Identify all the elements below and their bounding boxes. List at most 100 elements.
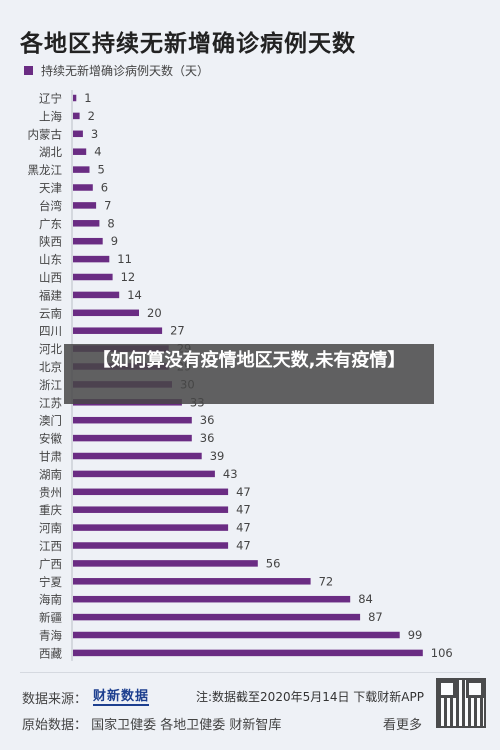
overlay-banner: 【如何算没有疫情地区天数,未有疫情】	[64, 344, 434, 404]
bar	[73, 416, 192, 424]
category-label: 澳门	[39, 414, 62, 428]
origin-value: 国家卫健委 各地卫健委 财新智库	[91, 718, 282, 733]
bar	[73, 130, 83, 138]
bar	[73, 112, 80, 120]
bar	[73, 560, 258, 567]
value-label: 47	[236, 485, 251, 499]
bar	[73, 578, 311, 585]
value-label: 99	[408, 628, 423, 642]
bar	[73, 220, 100, 227]
category-label: 台湾	[39, 199, 62, 213]
value-label: 9	[111, 234, 118, 248]
category-label: 山东	[39, 253, 62, 267]
value-label: 11	[117, 252, 132, 266]
category-label: 福建	[39, 288, 62, 302]
category-label: 四川	[39, 324, 62, 338]
category-label: 西藏	[39, 646, 62, 660]
value-label: 1	[84, 91, 91, 105]
bar	[73, 166, 90, 173]
category-label: 陕西	[39, 235, 62, 249]
legend: 持续无新增确诊病例天数（天）	[24, 62, 209, 79]
caixin-data-logo: 财新数据	[93, 688, 150, 706]
bar	[73, 613, 361, 621]
value-label: 72	[319, 574, 334, 588]
bar	[73, 506, 229, 513]
bar	[73, 542, 229, 549]
category-label: 江苏	[39, 396, 62, 410]
legend-label: 持续无新增确诊病例天数（天）	[41, 64, 210, 78]
bar	[73, 148, 87, 155]
category-label: 广东	[39, 217, 62, 231]
bar	[73, 595, 351, 603]
category-label: 辽宁	[39, 92, 62, 106]
value-label: 20	[147, 306, 162, 320]
category-label: 广西	[39, 557, 62, 571]
value-label: 12	[121, 270, 136, 284]
category-label: 甘肃	[39, 450, 62, 464]
bar	[73, 291, 120, 299]
bar	[73, 524, 229, 531]
value-label: 87	[368, 610, 383, 624]
bar-chart: 辽宁 1 上海 2 内蒙古 3 湖北 4 黑龙江 5 天津 6 台湾 7 广东 8 陕西 9 山东 11 山西 12 福建 1…	[28, 90, 453, 661]
value-label: 43	[223, 467, 238, 481]
bar	[73, 94, 77, 102]
bar	[73, 327, 163, 334]
origin-label: 原始数据：	[22, 718, 88, 733]
value-label: 5	[98, 163, 105, 177]
bar	[73, 434, 192, 442]
category-label: 海南	[39, 593, 62, 607]
value-label: 2	[88, 109, 95, 123]
bar	[73, 184, 93, 191]
category-label: 北京	[39, 360, 62, 374]
see-more-link[interactable]: 看更多	[383, 718, 423, 733]
bar	[73, 488, 229, 496]
value-label: 84	[358, 592, 373, 606]
origin-row: 原始数据： 国家卫健委 各地卫健委 财新智库	[22, 714, 281, 733]
category-label: 云南	[39, 306, 62, 320]
bar	[73, 237, 103, 245]
value-label: 106	[431, 646, 453, 660]
category-label: 山西	[39, 271, 62, 285]
category-label: 湖南	[39, 467, 62, 481]
footer: 数据来源： 财新数据 注:数据截至2020年5月14日 下载财新APP 原始数据…	[0, 672, 500, 750]
category-label: 天津	[39, 181, 62, 195]
category-label: 河北	[39, 342, 62, 356]
value-label: 36	[200, 413, 215, 427]
category-label: 湖北	[39, 145, 62, 159]
legend-swatch	[24, 66, 33, 75]
chart-title: 各地区持续无新增确诊病例天数	[20, 31, 356, 57]
category-label: 内蒙古	[28, 127, 63, 141]
value-label: 56	[266, 556, 281, 570]
qr-code-icon[interactable]	[436, 678, 486, 728]
value-label: 47	[236, 521, 251, 535]
category-label: 河南	[39, 521, 62, 535]
value-label: 3	[91, 127, 98, 141]
value-label: 4	[94, 145, 101, 159]
value-label: 6	[101, 181, 108, 195]
data-note: 注:数据截至2020年5月14日 下载财新APP	[196, 690, 424, 704]
category-label: 浙江	[39, 378, 62, 392]
category-label: 宁夏	[39, 575, 62, 589]
footer-divider	[20, 672, 480, 673]
category-label: 黑龙江	[28, 163, 63, 177]
bar	[73, 255, 110, 263]
value-label: 47	[236, 503, 251, 517]
bar	[73, 470, 215, 478]
category-label: 江西	[39, 539, 62, 553]
bar	[73, 202, 97, 209]
source-label: 数据来源：	[22, 692, 88, 707]
bar	[73, 452, 202, 460]
category-label: 安徽	[39, 432, 62, 446]
value-label: 36	[200, 431, 215, 445]
value-label: 39	[210, 449, 225, 463]
bar	[73, 273, 113, 281]
value-label: 14	[127, 288, 142, 302]
category-label: 新疆	[39, 611, 62, 625]
value-label: 8	[107, 216, 114, 230]
value-label: 27	[170, 324, 185, 338]
category-label: 贵州	[39, 485, 62, 499]
category-label: 上海	[39, 109, 62, 123]
bar	[73, 649, 423, 657]
bar	[73, 631, 400, 639]
category-label: 重庆	[39, 503, 62, 517]
